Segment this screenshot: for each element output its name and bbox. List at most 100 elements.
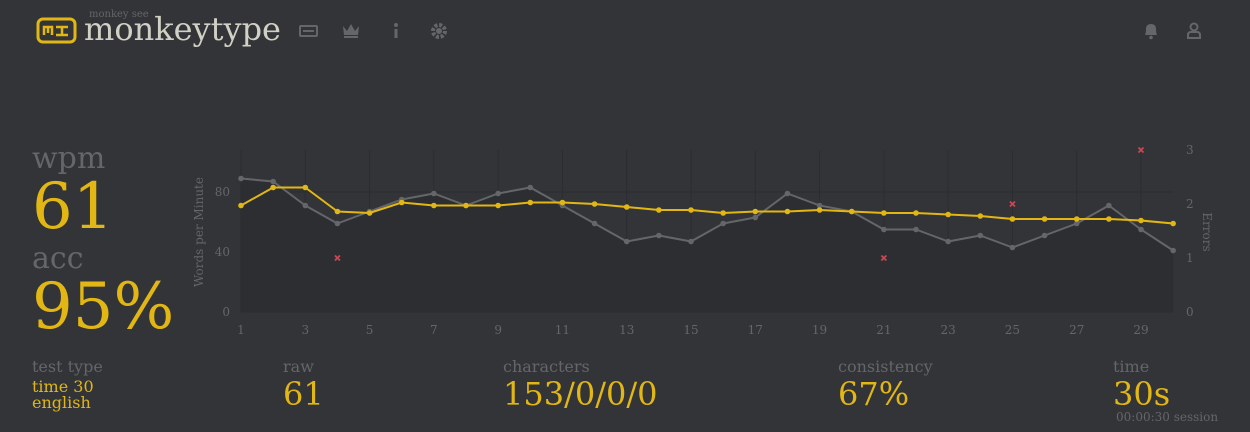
point [656, 232, 662, 239]
point [623, 204, 630, 210]
point [591, 220, 598, 227]
point [913, 210, 919, 216]
point [752, 208, 759, 215]
line [240, 186, 1174, 225]
point [238, 175, 244, 182]
logo-subtitle: monkey see [89, 9, 149, 20]
point [752, 214, 759, 221]
point [302, 202, 309, 209]
test-type: time 30 [32, 377, 94, 396]
y2-tick-label: 2 [1186, 197, 1194, 211]
point [1138, 217, 1144, 224]
point [270, 178, 276, 185]
point [495, 202, 501, 209]
point [431, 190, 437, 197]
error-mark [880, 254, 887, 262]
area [241, 178, 1174, 312]
point [431, 202, 437, 209]
point [1009, 216, 1016, 222]
logo[interactable] [36, 17, 77, 44]
test-type-label: test type [32, 357, 103, 376]
x-tick-label: 23 [941, 323, 956, 337]
point [559, 199, 566, 206]
time-value: 30s [1113, 375, 1170, 413]
x-tick-label: 5 [366, 323, 374, 337]
point [302, 184, 309, 191]
consistency-label: consistency [838, 357, 933, 376]
point [913, 226, 919, 233]
consistency-value: 67% [838, 375, 909, 413]
point [398, 199, 405, 206]
language: english [32, 393, 91, 412]
point [656, 207, 662, 213]
x-tick-label: 21 [876, 323, 891, 337]
point [1170, 247, 1176, 254]
point [334, 208, 341, 215]
point [848, 208, 855, 215]
point [816, 202, 823, 209]
info-icon[interactable] [394, 23, 398, 38]
point [238, 202, 244, 209]
wpm-label: wpm [32, 141, 105, 176]
point [1041, 232, 1048, 239]
y-tick-label: 0 [222, 305, 230, 319]
x-tick-label: 29 [1133, 323, 1148, 337]
point [881, 226, 887, 233]
point [977, 232, 984, 239]
account-icon[interactable] [1187, 22, 1201, 39]
x-tick-label: 27 [1069, 323, 1084, 337]
characters-value: 153/0/0/0 [503, 375, 658, 413]
x-tick-label: 11 [555, 323, 570, 337]
point [527, 199, 534, 206]
point [720, 220, 726, 227]
y2-tick-label: 3 [1186, 143, 1194, 157]
x-tick-label: 15 [683, 323, 698, 337]
point [527, 184, 534, 191]
x-tick-label: 1 [237, 323, 245, 337]
logo-title[interactable]: monkeytype [84, 10, 281, 48]
notifications-icon[interactable] [1145, 24, 1157, 40]
characters-label: characters [503, 357, 590, 376]
acc-label: acc [32, 241, 84, 276]
settings-icon[interactable] [431, 23, 447, 39]
point [463, 202, 469, 209]
point [977, 213, 984, 219]
point [1009, 244, 1016, 251]
y-tick-label: 40 [215, 245, 230, 259]
x-tick-label: 3 [301, 323, 309, 337]
point [720, 210, 726, 216]
x-tick-label: 17 [748, 323, 763, 337]
raw-value: 61 [283, 375, 324, 413]
error-mark [1137, 146, 1145, 154]
point [816, 207, 823, 213]
point [1041, 216, 1048, 222]
x-tick-label: 25 [1005, 323, 1020, 337]
time-label: time [1113, 357, 1149, 376]
point [784, 208, 791, 215]
crown-icon[interactable] [343, 24, 359, 38]
point [1106, 202, 1112, 209]
point [945, 238, 951, 245]
raw-label: raw [283, 357, 314, 376]
x-tick-label: 7 [430, 323, 438, 337]
point [366, 210, 373, 216]
point [1073, 220, 1080, 227]
y2-tick-label: 0 [1186, 305, 1194, 319]
session-time: 00:00:30 session [1116, 410, 1218, 424]
error-mark [334, 254, 341, 262]
point [270, 184, 276, 191]
point [334, 220, 341, 227]
x-tick-label: 13 [619, 323, 634, 337]
point [688, 207, 694, 213]
point [784, 190, 791, 197]
acc-value: 95% [32, 270, 174, 344]
keyboard-icon[interactable] [299, 25, 318, 37]
x-tick-label: 19 [812, 323, 827, 337]
point [881, 210, 887, 216]
y2-axis-label: Errors [1200, 212, 1214, 251]
wpm-value: 61 [32, 170, 113, 244]
